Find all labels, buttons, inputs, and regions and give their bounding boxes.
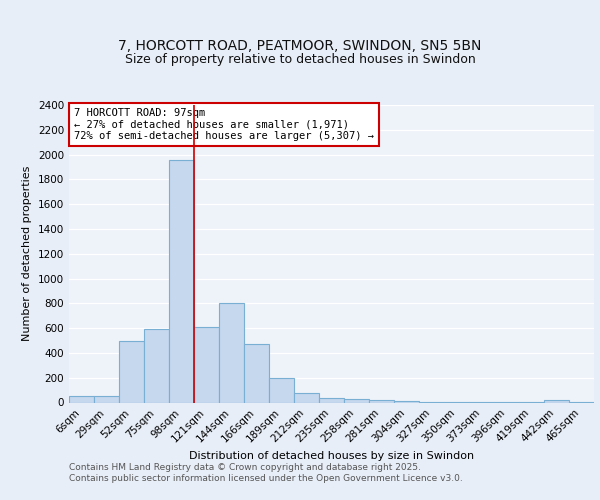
Bar [94,396,119,402]
Bar [144,330,169,402]
Text: Size of property relative to detached houses in Swindon: Size of property relative to detached ho… [125,53,475,66]
Text: Contains HM Land Registry data © Crown copyright and database right 2025.: Contains HM Land Registry data © Crown c… [69,462,421,471]
Bar [544,400,569,402]
Bar [69,396,94,402]
Bar [344,400,369,402]
Bar [269,378,294,402]
Bar [119,340,144,402]
Bar [369,400,394,402]
Y-axis label: Number of detached properties: Number of detached properties [22,166,32,342]
Text: Contains public sector information licensed under the Open Government Licence v3: Contains public sector information licen… [69,474,463,483]
Bar [319,398,344,402]
Bar [169,160,194,402]
Bar [219,304,244,402]
Bar [294,393,319,402]
Bar [194,327,219,402]
X-axis label: Distribution of detached houses by size in Swindon: Distribution of detached houses by size … [189,451,474,461]
Text: 7, HORCOTT ROAD, PEATMOOR, SWINDON, SN5 5BN: 7, HORCOTT ROAD, PEATMOOR, SWINDON, SN5 … [118,38,482,52]
Text: 7 HORCOTT ROAD: 97sqm
← 27% of detached houses are smaller (1,971)
72% of semi-d: 7 HORCOTT ROAD: 97sqm ← 27% of detached … [74,108,374,141]
Bar [244,344,269,403]
